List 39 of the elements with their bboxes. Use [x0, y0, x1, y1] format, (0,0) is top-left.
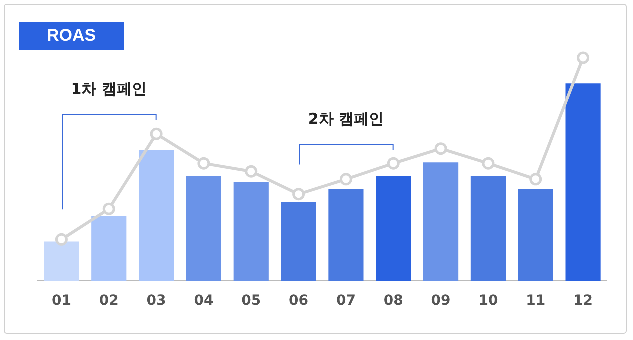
point — [245, 165, 258, 178]
x-tick-label: 01 — [52, 293, 72, 310]
annotation: 2차 캠페인 — [308, 110, 384, 129]
x-tick-label: 04 — [194, 293, 214, 310]
bar — [470, 176, 506, 282]
point — [55, 233, 68, 246]
point — [434, 142, 448, 156]
point — [577, 52, 590, 64]
bar — [92, 216, 127, 282]
bar — [328, 189, 364, 282]
point — [292, 188, 306, 201]
bar — [186, 176, 222, 282]
bar — [281, 202, 316, 282]
bar — [44, 242, 80, 282]
x-tick-label: 06 — [289, 293, 309, 310]
point — [482, 157, 495, 170]
chart-title: ROAS — [19, 22, 124, 50]
bar — [376, 176, 412, 282]
x-tick-label: 09 — [431, 293, 451, 310]
point — [530, 173, 542, 186]
x-tick-label: 08 — [384, 293, 404, 310]
x-tick-label: 05 — [242, 293, 262, 310]
point — [150, 128, 163, 140]
point — [102, 202, 116, 216]
point — [340, 173, 352, 186]
bar — [139, 150, 174, 282]
x-tick-label: 12 — [574, 293, 594, 310]
point — [387, 157, 400, 170]
x-tick-label: 07 — [336, 293, 356, 310]
x-tick-label: 02 — [99, 293, 119, 310]
bar — [424, 162, 459, 282]
annotation: 1차 캠페인 — [71, 80, 147, 100]
x-tick-label: 11 — [526, 293, 546, 310]
x-tick-label: 03 — [146, 293, 166, 310]
bar — [518, 189, 554, 282]
bar — [234, 182, 269, 282]
bar — [566, 84, 601, 282]
x-tick-label: 10 — [478, 293, 498, 310]
point — [198, 157, 210, 170]
